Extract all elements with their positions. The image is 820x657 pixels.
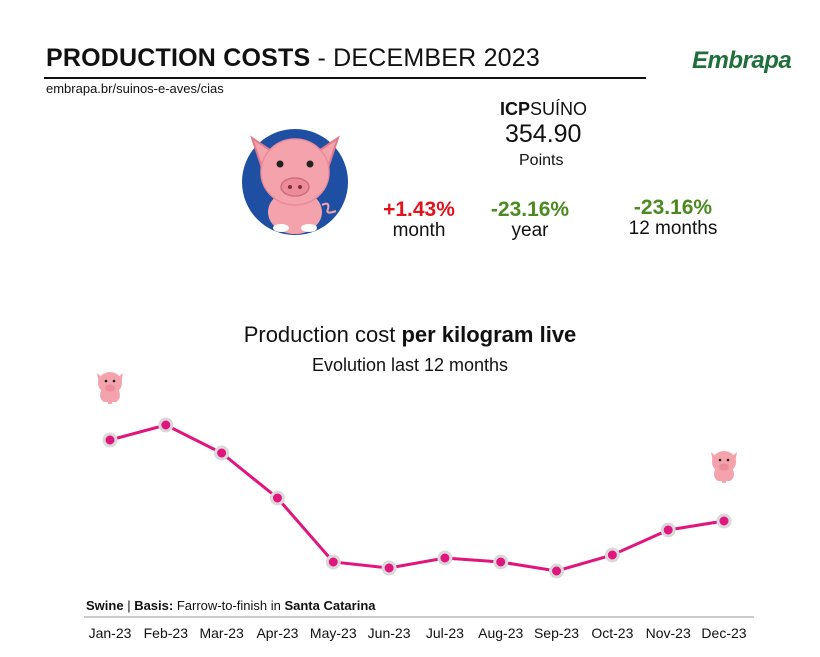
series-line [109, 423, 725, 573]
basis-note: Swine | Basis: Farrow-to-finish in Santa… [86, 598, 376, 613]
stat-month-label: month [392, 220, 446, 241]
embrapa-logo: Embrapa [692, 47, 792, 74]
x-tick-label: Nov-23 [646, 625, 691, 641]
x-tick-label: Mar-23 [199, 625, 244, 641]
x-tick-label: Jul-23 [426, 625, 464, 641]
chart-title-bold: per kilogram live [401, 322, 577, 347]
stat-month-value: +1.43% [383, 198, 455, 221]
stat-year-value: -23.16% [490, 198, 570, 221]
x-tick-labels: Jan-23 Feb-23 Mar-23 Apr-23 May-23 Jun-23 Jul-… [89, 625, 747, 641]
basis-label-swine: Swine [86, 598, 124, 613]
x-tick-label: Jun-23 [368, 625, 411, 641]
stat-12-months: -23.16% 12 months [603, 196, 743, 240]
data-point [102, 432, 118, 448]
x-tick-label: Sep-23 [534, 625, 579, 641]
basis-separator: | [123, 598, 135, 613]
pig-badge-icon [242, 129, 348, 235]
stat-month: +1.43% month [349, 198, 489, 242]
x-tick-label: Feb-23 [144, 625, 189, 641]
title-divider [44, 77, 646, 79]
source-link[interactable]: embrapa.br/suinos-e-aves/cias [46, 81, 224, 96]
stat-12-months-label: 12 months [628, 218, 718, 239]
data-point [660, 522, 676, 538]
data-point [214, 445, 230, 461]
chart-title-plain: Production cost [243, 322, 402, 347]
index-name-rest: SUÍNO [530, 99, 588, 119]
data-point [716, 513, 732, 529]
index-unit: Points [519, 152, 564, 169]
x-tick-label: Aug-23 [478, 625, 523, 641]
data-point [493, 554, 509, 570]
chart-subtitle: Evolution last 12 months [311, 355, 509, 375]
index-name: ICPSUÍNO [500, 99, 587, 120]
data-point [549, 563, 565, 579]
x-tick-label: Apr-23 [256, 625, 298, 641]
series-line-group [102, 417, 732, 579]
small-pig-icon [97, 372, 123, 405]
index-value: 354.90 [505, 120, 582, 148]
index-name-bold: ICP [500, 99, 531, 119]
data-point [325, 554, 341, 570]
x-tick-label: Jan-23 [89, 625, 132, 641]
x-tick-label: Oct-23 [591, 625, 633, 641]
data-point [158, 417, 174, 433]
data-point [381, 560, 397, 576]
stat-year-label: year [511, 220, 549, 241]
title-bold: PRODUCTION COSTS [46, 44, 311, 72]
stat-12-months-value: -23.16% [633, 196, 713, 219]
page-title: PRODUCTION COSTS - DECEMBER 2023 [46, 44, 540, 73]
title-rest: - DECEMBER 2023 [310, 44, 540, 72]
chart-title: Production cost per kilogram live [0, 322, 820, 348]
basis-region: Santa Catarina [284, 598, 376, 613]
stat-year: -23.16% year [460, 198, 600, 242]
data-point [269, 490, 285, 506]
x-tick-label: Dec-23 [701, 625, 746, 641]
data-point [604, 547, 620, 563]
basis-label: Basis: [134, 598, 174, 613]
small-pig-icon [711, 451, 737, 484]
basis-text: Farrow-to-finish in [173, 598, 285, 613]
data-point [437, 550, 453, 566]
x-tick-label: May-23 [310, 625, 357, 641]
